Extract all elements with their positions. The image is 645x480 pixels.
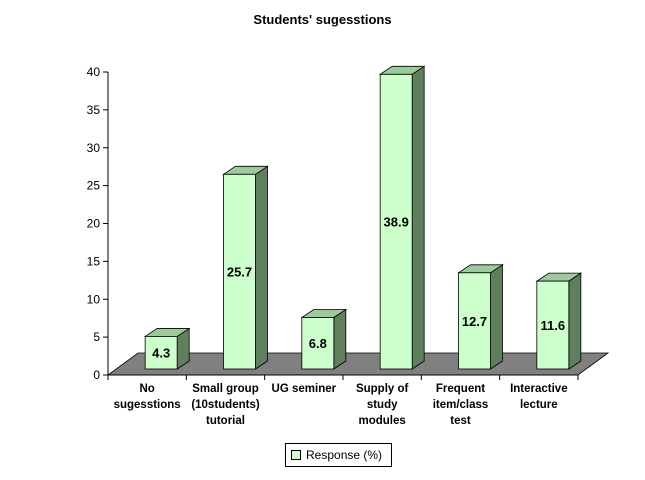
x-tick-label: Supply of study modules (355, 383, 409, 427)
legend-label: Response (%) (306, 448, 383, 462)
chart-title: Students' sugesstions (253, 12, 392, 27)
bar (458, 272, 491, 370)
data-label: 6.8 (309, 336, 327, 351)
y-tick-label: 40 (87, 65, 101, 79)
y-tick-label: 10 (87, 292, 101, 306)
y-tick-label: 25 (87, 179, 101, 193)
y-tick-label: 15 (87, 254, 101, 268)
x-tick-label: UG seminer (271, 383, 337, 395)
data-label: 38.9 (384, 215, 409, 230)
x-tick-label: No sugesstions (113, 383, 181, 411)
x-tick-label: Interactive lecture (510, 383, 568, 411)
bar-side (568, 272, 582, 370)
y-tick-label: 35 (87, 103, 101, 117)
bar-side (411, 65, 425, 370)
y-tick-label: 0 (93, 368, 100, 382)
data-label: 25.7 (227, 265, 252, 280)
data-label: 11.6 (541, 318, 566, 333)
legend-swatch (291, 450, 301, 460)
bar (144, 336, 178, 370)
y-tick-label: 20 (87, 217, 101, 231)
bar (301, 317, 335, 370)
bar (536, 280, 570, 370)
data-label: 12.7 (462, 314, 487, 329)
legend: Response (%) (285, 443, 392, 467)
bar (223, 173, 256, 370)
bar-side (333, 308, 347, 370)
bar-side (490, 264, 503, 370)
y-tick-label: 5 (93, 330, 100, 344)
bar (379, 73, 413, 370)
x-tick-label: Small group (10students) tutorial (191, 383, 260, 427)
x-tick-label: Frequent item/class test (432, 383, 489, 427)
bar-side (255, 165, 268, 370)
y-tick-label: 30 (87, 141, 101, 155)
data-label: 4.3 (152, 346, 170, 361)
